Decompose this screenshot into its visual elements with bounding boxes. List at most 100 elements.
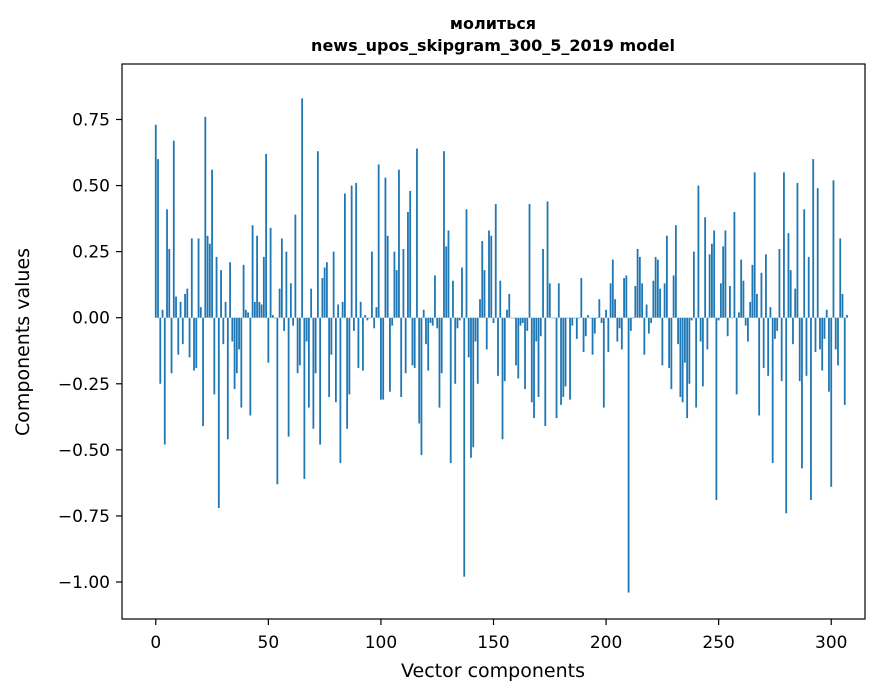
- bar-component-284: [794, 288, 797, 318]
- x-tick-label: 300: [815, 633, 847, 653]
- bar-component-167: [530, 317, 533, 403]
- bar-component-271: [765, 254, 767, 318]
- bar-component-120: [425, 317, 427, 345]
- bar-component-151: [494, 204, 497, 318]
- bar-component-87: [350, 185, 353, 318]
- bar-component-200: [605, 309, 607, 318]
- bar-series: [154, 98, 848, 593]
- bar-component-92: [362, 317, 364, 371]
- bar-component-187: [575, 317, 578, 339]
- bar-component-86: [348, 317, 351, 395]
- bar-component-295: [819, 317, 821, 350]
- bar-component-79: [332, 251, 335, 318]
- bar-component-121: [427, 317, 430, 371]
- bar-component-1: [157, 159, 159, 318]
- bar-component-110: [402, 249, 405, 318]
- bar-component-7: [170, 317, 173, 374]
- bar-component-73: [319, 317, 322, 445]
- bar-component-138: [465, 209, 468, 318]
- bar-component-102: [384, 177, 387, 318]
- bar-component-246: [708, 254, 711, 318]
- bar-component-210: [627, 317, 630, 593]
- bar-component-267: [756, 293, 758, 318]
- bar-component-65: [301, 98, 304, 318]
- bar-component-254: [726, 317, 729, 337]
- bar-component-62: [294, 214, 297, 318]
- bar-component-58: [285, 251, 288, 318]
- bar-component-250: [717, 317, 720, 321]
- bar-component-43: [251, 225, 254, 318]
- bar-component-81: [337, 304, 340, 318]
- x-tick-label: 0: [150, 633, 161, 653]
- bar-component-215: [638, 256, 641, 318]
- bar-component-302: [834, 317, 837, 350]
- chart-title: молиться: [450, 14, 536, 33]
- bar-component-219: [647, 317, 650, 334]
- bar-component-4: [163, 317, 166, 445]
- bar-component-29: [220, 270, 222, 318]
- bar-component-22: [204, 116, 207, 318]
- bar-component-297: [823, 317, 826, 339]
- bar-component-63: [296, 317, 299, 374]
- y-tick-label: 0.25: [72, 243, 110, 263]
- x-tick-label: 200: [590, 633, 622, 653]
- y-tick-label: −0.75: [58, 507, 110, 527]
- bar-component-287: [801, 317, 803, 469]
- bar-component-239: [692, 251, 695, 318]
- bar-component-206: [618, 317, 621, 329]
- bar-component-251: [720, 283, 722, 318]
- bar-component-115: [413, 317, 416, 368]
- bar-component-212: [632, 317, 634, 319]
- bar-component-135: [458, 317, 461, 321]
- bar-component-274: [771, 317, 774, 464]
- bar-component-155: [503, 317, 506, 382]
- bar-component-3: [161, 309, 164, 318]
- bar-component-148: [488, 230, 490, 318]
- bar-component-39: [242, 264, 245, 318]
- bar-component-255: [729, 286, 731, 318]
- bar-component-27: [215, 256, 218, 318]
- bar-component-96: [371, 251, 373, 318]
- bar-component-20: [199, 307, 202, 318]
- bar-component-194: [591, 317, 594, 355]
- bar-component-264: [749, 301, 752, 318]
- bar-component-162: [519, 317, 522, 326]
- bar-component-184: [569, 317, 571, 400]
- y-axis-label: Components values: [12, 248, 34, 436]
- plot-area-frame: [121, 63, 866, 620]
- bar-component-53: [274, 317, 276, 319]
- bar-component-299: [828, 317, 830, 392]
- bar-component-217: [643, 317, 646, 355]
- bar-component-31: [224, 301, 227, 318]
- bar-component-285: [796, 182, 799, 318]
- bar-component-247: [711, 243, 713, 318]
- bar-component-296: [821, 317, 824, 371]
- bar-component-199: [602, 317, 605, 408]
- bar-component-23: [206, 235, 209, 318]
- bar-component-133: [454, 317, 457, 384]
- bar-component-236: [686, 317, 689, 419]
- bar-component-33: [229, 262, 231, 318]
- bar-component-94: [366, 317, 369, 321]
- x-axis-ticks: 0 50 100 150 200 250 300: [150, 619, 847, 653]
- bar-component-129: [445, 246, 448, 318]
- bar-component-141: [472, 317, 475, 448]
- bar-component-270: [762, 317, 765, 368]
- x-tick-label: 100: [365, 633, 397, 653]
- x-tick-label: 150: [477, 633, 509, 653]
- bar-component-140: [470, 317, 472, 458]
- bar-component-260: [740, 259, 743, 318]
- bar-component-188: [578, 317, 580, 319]
- bar-component-100: [380, 317, 382, 400]
- bar-component-189: [580, 278, 583, 318]
- bar-component-307: [846, 315, 848, 318]
- bar-component-32: [226, 317, 229, 440]
- bar-component-289: [805, 317, 808, 376]
- bar-component-57: [283, 317, 286, 331]
- bar-component-59: [287, 317, 290, 437]
- bar-component-154: [501, 317, 504, 440]
- bar-component-145: [481, 241, 484, 318]
- bar-component-157: [508, 293, 511, 318]
- bar-component-34: [231, 317, 234, 342]
- bar-component-128: [443, 151, 445, 318]
